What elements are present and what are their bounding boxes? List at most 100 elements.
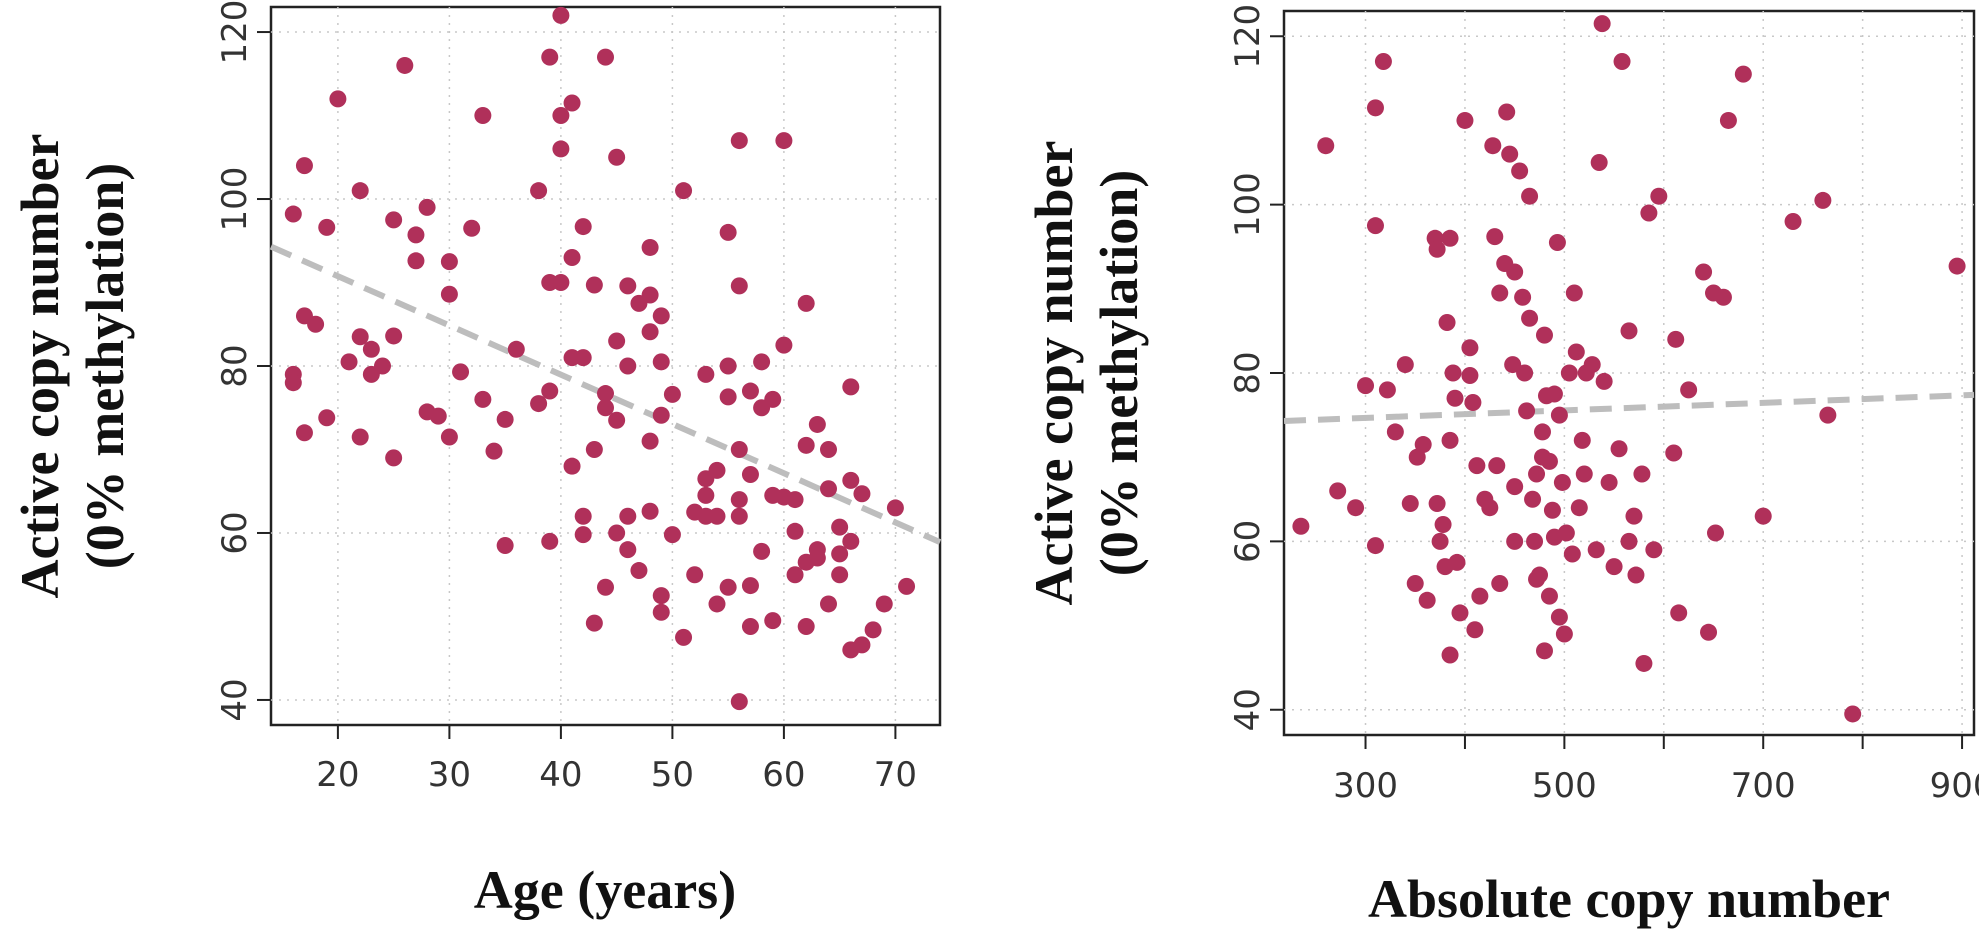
data-point	[1428, 240, 1446, 258]
data-point	[652, 353, 670, 371]
x-tick-label: 700	[1731, 766, 1796, 806]
data-point	[741, 466, 759, 484]
data-point	[1784, 212, 1802, 230]
data-point	[697, 365, 715, 383]
data-point	[730, 440, 748, 458]
data-point	[1468, 457, 1486, 475]
data-point	[1670, 604, 1688, 622]
data-point	[474, 390, 492, 408]
x-tick-label: 20	[316, 755, 359, 795]
data-point	[697, 486, 715, 504]
data-point	[1366, 99, 1384, 117]
x-tick-label: 30	[428, 755, 471, 795]
data-point	[1506, 263, 1524, 281]
data-point	[541, 382, 559, 400]
data-point	[1516, 364, 1534, 382]
data-point	[1620, 532, 1638, 550]
data-point	[1534, 423, 1552, 441]
data-point	[1605, 558, 1623, 576]
data-point	[1590, 154, 1608, 172]
data-point	[1466, 621, 1484, 639]
data-point	[295, 424, 313, 442]
age-scatter-panel: 20 30 40 50 60 70 40 60 80 100 120 Age (years) Act…	[10, 0, 942, 920]
data-point	[1700, 623, 1718, 641]
absolute-copy-scatter-panel: 300 500 700 900 40 60 80 100 120 Absolute copy n…	[1024, 4, 1979, 929]
x-tick-label: 300	[1333, 766, 1398, 806]
data-point	[1506, 478, 1524, 496]
data-point	[1543, 501, 1561, 519]
data-point	[1438, 313, 1456, 331]
data-point	[1563, 545, 1581, 563]
data-point	[608, 332, 626, 350]
data-point	[797, 294, 815, 312]
data-point	[1428, 494, 1446, 512]
data-point	[574, 349, 592, 367]
data-point	[686, 566, 704, 584]
data-point	[1521, 309, 1539, 327]
data-point	[485, 442, 503, 460]
data-point	[1545, 385, 1563, 403]
data-point	[1553, 473, 1571, 491]
data-point	[1408, 448, 1426, 466]
data-point	[652, 307, 670, 325]
data-point	[820, 595, 837, 613]
data-point	[1524, 490, 1542, 508]
data-point	[641, 323, 659, 341]
data-point	[1550, 406, 1568, 424]
trend-line	[269, 243, 942, 545]
data-point	[1471, 587, 1489, 605]
data-point	[1518, 402, 1536, 420]
data-point	[1504, 356, 1522, 374]
data-point	[1600, 473, 1618, 491]
data-point	[753, 353, 771, 371]
data-point	[1613, 53, 1631, 71]
data-point	[530, 182, 548, 200]
data-point	[284, 205, 302, 223]
data-point	[1557, 524, 1575, 542]
data-point	[284, 374, 302, 392]
data-point	[385, 449, 403, 467]
data-point	[1347, 499, 1365, 517]
data-point	[1441, 646, 1459, 664]
data-point	[775, 132, 793, 150]
data-point	[1593, 15, 1611, 33]
data-point	[630, 562, 648, 580]
data-point	[295, 157, 313, 175]
data-point	[619, 277, 637, 295]
data-point	[1540, 452, 1558, 470]
data-point	[1575, 465, 1593, 483]
data-point	[1627, 566, 1645, 584]
data-point	[541, 532, 559, 550]
data-point	[652, 587, 670, 605]
data-point	[641, 286, 659, 304]
data-point	[1570, 499, 1588, 517]
data-point	[708, 461, 726, 479]
trend-line	[1283, 391, 1975, 424]
data-point	[1441, 431, 1459, 449]
data-point	[719, 578, 737, 596]
data-point	[831, 518, 849, 536]
data-point	[1620, 322, 1638, 340]
data-point	[474, 107, 492, 125]
data-point	[541, 48, 559, 66]
data-point	[641, 502, 659, 520]
data-point	[1446, 389, 1464, 407]
data-point	[1633, 465, 1651, 483]
data-point	[318, 218, 336, 236]
data-point	[597, 48, 614, 66]
data-point	[1610, 440, 1628, 458]
y-tick-label: 120	[215, 0, 255, 64]
data-point	[753, 542, 771, 560]
data-point	[608, 411, 626, 429]
data-point	[1461, 367, 1479, 385]
data-point	[786, 566, 804, 584]
y-axis-title-line1: Active copy number	[10, 134, 70, 599]
data-point	[563, 94, 581, 112]
data-point	[1714, 288, 1732, 306]
data-point	[1587, 541, 1605, 559]
data-point	[452, 363, 470, 381]
data-point	[875, 595, 893, 613]
data-point	[1406, 574, 1424, 592]
data-point	[1491, 284, 1509, 302]
